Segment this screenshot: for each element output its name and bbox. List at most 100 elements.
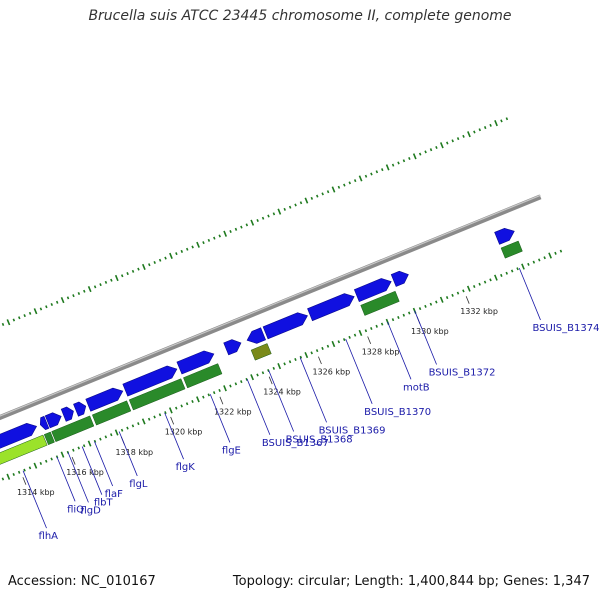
inner-dot-tick [39,461,43,465]
inner-dot-tick [137,422,140,426]
inner-dot-tick [229,384,232,388]
inner-dot-tick [342,338,346,342]
inner-dot-tick [294,357,297,362]
gene-label-bsuis_b1368[interactable]: BSUIS_B1368 [286,435,353,446]
inner-dot-tick [527,262,530,266]
inner-dot-tick [418,307,422,311]
inner-dot-tick [353,333,357,337]
scale-tick [219,396,224,405]
cds-arrow-motb[interactable] [353,278,392,302]
gene-segment[interactable] [360,290,400,316]
inner-dot-tick [17,470,21,474]
inner-dot-tick [370,327,373,331]
outer-dot-tick [104,280,108,284]
scale-tick [367,336,372,345]
gene-segment[interactable] [51,415,95,443]
gene-label-bsuis_b1369[interactable]: BSUIS_B1369 [319,425,386,436]
cds-arrow-bsuis_b1370[interactable] [307,293,355,322]
cds-arrow-fliq[interactable] [39,415,50,431]
outer-dot-tick [196,241,200,248]
cds-arrow-bsuis_b1368[interactable] [246,327,266,344]
cds-arrow-flgd[interactable] [44,412,62,429]
cds-arrow-bsuis_b1372[interactable] [390,270,409,287]
gene-label-flgk[interactable]: flgK [176,462,196,473]
cds-arrow-flgk[interactable] [122,365,178,397]
gene-segment[interactable] [183,363,223,389]
gene-label-motb[interactable]: motB [403,382,430,393]
inner-dot-tick [548,252,552,259]
gene-label-flha[interactable]: flhA [39,531,59,542]
outer-dot-tick [131,269,135,273]
gene-segment[interactable] [91,400,132,426]
outer-dot-tick [148,263,151,267]
outer-dot-tick [304,197,309,204]
inner-dot-tick [554,251,557,255]
outer-dot-tick [429,148,433,152]
cds-arrow-flge[interactable] [176,350,215,375]
inner-dot-tick [288,360,292,364]
inner-dot-tick [77,446,80,450]
gene-label-flgl[interactable]: flgL [129,479,148,490]
outer-dot-tick [439,142,444,149]
inner-dot-tick [180,404,183,408]
gene-label-bsuis_b1370[interactable]: BSUIS_B1370 [364,407,431,418]
inner-dot-tick [202,395,205,399]
cds-arrow-bsuis_b1374[interactable] [494,227,515,245]
outer-dot-tick [326,190,330,194]
inner-dot-tick [500,273,503,277]
gene-label-bsuis_b1367[interactable]: BSUIS_B1367 [262,438,329,449]
inner-dot-tick [104,435,108,439]
inner-dot-tick [310,351,313,355]
inner-dot-tick [397,315,400,319]
inner-dot-tick [364,329,368,333]
outer-dot-tick [45,305,48,309]
cds-arrow-flha[interactable] [0,422,38,454]
gene-segment[interactable] [500,240,523,259]
gene-segment[interactable] [128,378,186,411]
scale-tick [465,296,470,304]
inner-dot-tick [168,407,173,414]
outer-dot-tick [505,117,509,121]
gene-label-flbt[interactable]: flbT [94,498,114,509]
inner-dot-tick [559,249,563,253]
inner-dot-tick [466,285,471,292]
inner-dot-tick [87,440,92,447]
gene-label-bsuis_b1374[interactable]: BSUIS_B1374 [532,323,599,334]
outer-dot-tick [358,175,363,182]
gene-label-flgd[interactable]: flgD [80,505,101,516]
cds-arrow-bsuis_b1369[interactable] [262,312,308,340]
outer-dot-tick [72,294,75,298]
inner-dot-tick [245,377,248,381]
cds-arrow-flgl[interactable] [85,387,124,412]
outer-dot-tick [164,256,167,260]
gene-label-flaf[interactable]: flaF [105,489,123,500]
inner-dot-tick [93,439,97,443]
outer-dot-tick [110,278,113,282]
cds-arrow-flbt[interactable] [60,406,74,422]
gene-segment[interactable] [0,434,48,468]
outer-dot-tick [331,186,336,193]
outer-dot-tick [424,150,427,154]
outer-dot-tick [114,274,119,282]
gene-segment[interactable] [43,431,55,446]
outer-dot-tick [299,201,303,205]
inner-dot-tick [326,344,330,348]
outer-dot-tick [191,245,194,249]
gene-label-fliq[interactable]: fliQ [67,504,84,515]
inner-dot-tick [250,374,254,381]
gene-label-bsuis_b1372[interactable]: BSUIS_B1372 [429,368,496,379]
inner-dot-tick [147,417,151,421]
inner-dot-tick [483,280,487,284]
scale-tick-label: 1324 kbp [263,388,301,397]
gene-label-flge[interactable]: flgE [222,445,241,456]
outer-dot-tick [60,297,65,304]
inner-dot-tick [45,459,48,463]
inner-dot-tick [23,468,26,472]
label-leader [81,446,103,495]
cds-arrow-flaf[interactable] [73,401,87,417]
gene-segment[interactable] [250,343,272,361]
outer-dot-tick [462,134,465,138]
cds-arrow-bsuis_b1367[interactable] [223,339,242,356]
outer-dot-tick [473,130,476,134]
scale-tick [170,416,175,425]
